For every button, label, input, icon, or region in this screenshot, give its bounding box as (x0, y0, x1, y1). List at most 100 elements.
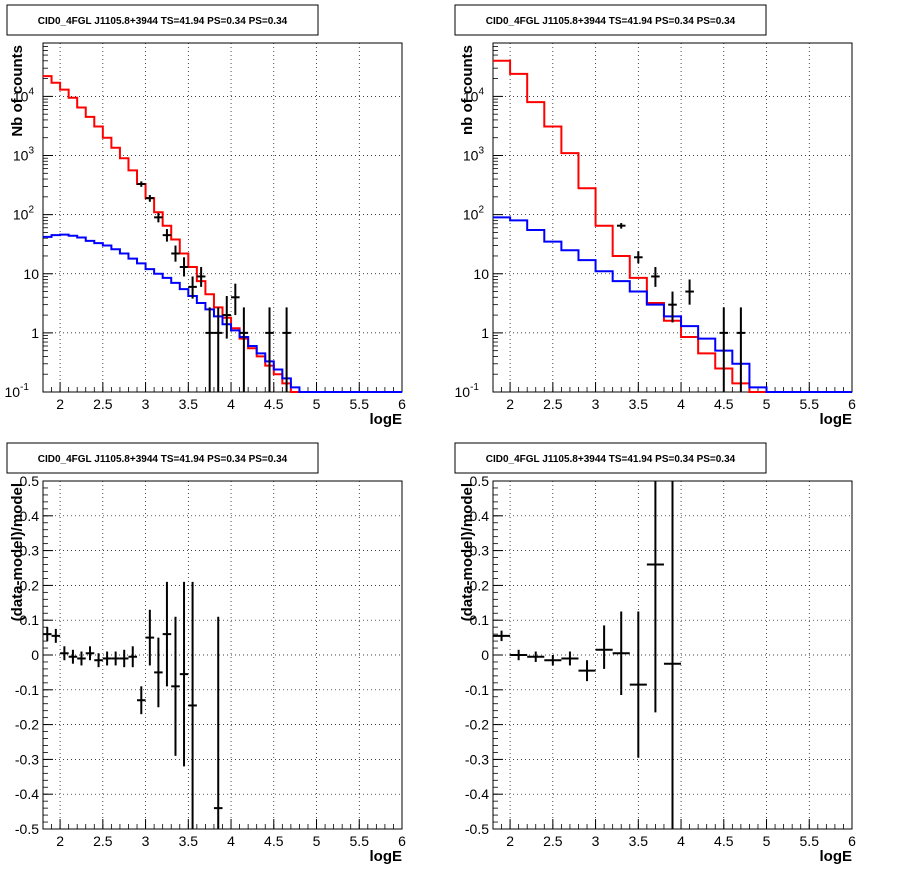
x-tick-label: 3.5 (179, 396, 199, 412)
data-point (651, 267, 660, 287)
x-tick-label: 3.5 (179, 833, 199, 849)
chart-title: CID0_4FGL J1105.8+3944 TS=41.94 PS=0.34 … (486, 16, 736, 27)
y-tick-label: -0.1 (465, 682, 489, 698)
y-tick-label: 1 (481, 325, 489, 341)
y-tick-label: 0.5 (470, 473, 490, 489)
data-point (612, 611, 630, 696)
y-tick-label: 0.1 (470, 612, 490, 628)
x-tick-label: 2 (506, 833, 514, 849)
y-tick-label: 0 (481, 647, 489, 663)
data-point (685, 279, 694, 305)
x-tick-label: 3 (142, 396, 150, 412)
data-point (205, 307, 214, 392)
x-tick-label: 6 (398, 833, 406, 849)
y-tick-label: -0.5 (15, 821, 39, 837)
x-tick-label: 4.5 (714, 833, 734, 849)
x-tick-label: 6 (848, 396, 856, 412)
data-point (561, 651, 579, 666)
data-point (179, 581, 189, 767)
x-tick-label: 4.5 (264, 396, 284, 412)
data-point (111, 651, 120, 666)
chart-panel-2: 2 2.5 3 3.5 4 4.5 5 5.5 610-1110102103104CID0_4F… (454, 4, 856, 428)
y-tick-label: -0.5 (465, 821, 489, 837)
data-point (154, 213, 163, 223)
data-point (493, 630, 511, 642)
data-point (188, 581, 197, 829)
chart-title: CID0_4FGL J1105.8+3944 TS=41.94 PS=0.34 … (38, 16, 288, 27)
x-tick-label: 4.5 (264, 833, 284, 849)
x-tick-label: 4 (227, 833, 235, 849)
data-point (510, 649, 528, 661)
y-tick-label: 0.5 (20, 473, 40, 489)
x-tick-label: 2 (506, 396, 514, 412)
data-points (43, 581, 223, 829)
data-point (137, 686, 146, 715)
title-box (6, 4, 319, 36)
y-tick-label: 102 (463, 205, 485, 223)
y-tick-label: 0.4 (470, 508, 490, 524)
x-tick-label: 4 (677, 396, 685, 412)
data-point (162, 229, 172, 242)
x-tick-label: 5 (763, 396, 771, 412)
data-point (145, 194, 155, 202)
x-axis-label: logE (370, 848, 403, 865)
data-point (663, 481, 682, 829)
x-axis-label: logE (820, 848, 853, 865)
data-point (544, 655, 562, 666)
y-tick-label: -0.3 (465, 751, 489, 767)
data-point (179, 257, 189, 277)
y-tick-label: -0.4 (15, 786, 39, 802)
y-tick-label: 103 (13, 146, 35, 164)
y-axis-label: (data-model)/model (9, 483, 26, 621)
data-point (43, 627, 52, 642)
data-point (102, 651, 112, 666)
data-point (77, 651, 86, 666)
x-tick-label: 3 (592, 396, 600, 412)
y-axis-label: Nb of counts (9, 45, 26, 137)
y-tick-label: 0.3 (470, 543, 490, 559)
data-point (119, 649, 129, 668)
series-line-2 (493, 216, 852, 393)
chart-title: CID0_4FGL J1105.8+3944 TS=41.94 PS=0.34 … (38, 454, 288, 465)
y-tick-label: 0 (31, 647, 39, 663)
title-box (454, 442, 767, 474)
x-tick-label: 5 (313, 396, 321, 412)
y-tick-label: 1 (31, 325, 39, 341)
chart-panel-3: 2 2.5 3 3.5 4 4.5 5 5.5 6 -0.5 -0.4 -0.3 -0.2 -0.1 0 0.… (6, 442, 406, 865)
data-point (719, 307, 729, 392)
data-point (145, 609, 155, 666)
x-tick-label: 5.5 (350, 396, 370, 412)
x-axis-label: logE (370, 411, 403, 428)
data-point (68, 649, 78, 664)
data-point (188, 276, 197, 299)
x-tick-label: 2 (56, 396, 64, 412)
x-tick-label: 2.5 (93, 396, 113, 412)
data-point (60, 646, 69, 661)
x-tick-label: 3 (592, 833, 600, 849)
data-point (282, 307, 291, 392)
chart-panel-4: 2 2.5 3 3.5 4 4.5 5 5.5 6 -0.5 -0.4 -0.3 -0.2 -0.1 0 0.… (454, 442, 856, 865)
data-point (196, 267, 206, 287)
data-point (213, 616, 223, 829)
title-box (6, 442, 319, 474)
data-point (231, 283, 240, 316)
x-tick-label: 2.5 (543, 396, 563, 412)
x-tick-label: 3.5 (629, 833, 649, 849)
data-points (137, 181, 291, 392)
data-point (154, 637, 163, 708)
x-tick-label: 6 (398, 396, 406, 412)
data-point (668, 291, 677, 323)
data-point (213, 307, 223, 392)
data-point (595, 625, 613, 669)
data-point (578, 660, 596, 682)
y-tick-label: -0.2 (15, 717, 39, 733)
data-point (94, 653, 103, 668)
x-tick-label: 6 (848, 833, 856, 849)
data-point (85, 646, 95, 661)
x-tick-label: 3 (142, 833, 150, 849)
data-point (629, 611, 647, 758)
y-tick-label: 10-1 (5, 382, 30, 400)
data-point (265, 307, 274, 392)
data-point (162, 581, 172, 687)
y-tick-label: 102 (13, 205, 35, 223)
